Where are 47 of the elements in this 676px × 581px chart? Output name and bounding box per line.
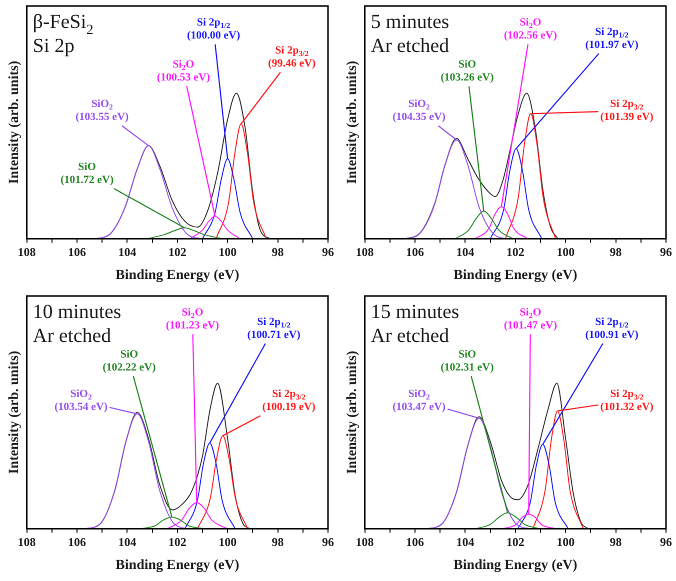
text: 5 minutes	[370, 11, 450, 33]
annotation: SiO (102.31 eV)	[440, 348, 494, 374]
x-tick-label: 106	[68, 535, 86, 550]
x-tick-label: 108	[356, 245, 374, 260]
x-tick-label: 100	[556, 245, 575, 260]
x-tick-label: 102	[168, 245, 186, 260]
annotation: SiO (102.22 eV)	[102, 348, 156, 374]
x-tick-label: 108	[356, 535, 374, 550]
y-axis-title: Intensity (arb. units)	[7, 60, 22, 184]
x-tick-label: 106	[68, 245, 86, 260]
text: Ar etched	[370, 35, 450, 57]
x-tick-label: 104	[456, 535, 474, 550]
x-axis-title: Binding Energy (eV)	[454, 268, 578, 284]
annotation: SiO (103.26 eV)	[440, 58, 494, 84]
y-axis-title: Intensity (arb. units)	[345, 350, 360, 474]
x-tick-label: 102	[168, 535, 186, 550]
x-tick-label: 96	[322, 245, 334, 260]
x-tick-label: 108	[18, 245, 36, 260]
x-tick-label: 96	[660, 245, 672, 260]
x-tick-label: 106	[406, 535, 424, 550]
x-tick-label: 104	[456, 245, 474, 260]
x-tick-label: 104	[118, 535, 136, 550]
y-axis-title: Intensity (arb. units)	[345, 60, 360, 184]
text: 10 minutes	[32, 301, 122, 323]
x-tick-label: 100	[218, 245, 237, 260]
x-tick-label: 106	[406, 245, 424, 260]
text: Si 2p	[32, 35, 74, 57]
x-tick-label: 108	[18, 535, 36, 550]
annotation: SiO (101.72 eV)	[60, 160, 114, 186]
x-tick-label: 104	[118, 245, 136, 260]
x-axis-title: Binding Energy (eV)	[116, 558, 240, 574]
x-tick-label: 98	[610, 245, 622, 260]
x-axis-title: Binding Energy (eV)	[116, 268, 240, 284]
x-tick-label: 100	[556, 535, 575, 550]
x-axis-title: Binding Energy (eV)	[454, 558, 578, 574]
x-tick-label: 98	[610, 535, 622, 550]
y-axis-title: Intensity (arb. units)	[7, 350, 22, 474]
x-tick-label: 98	[272, 535, 284, 550]
text: Ar etched	[370, 325, 450, 347]
text: Ar etched	[32, 325, 112, 347]
x-tick-label: 96	[660, 535, 672, 550]
x-tick-label: 102	[506, 535, 524, 550]
x-tick-label: 100	[218, 535, 237, 550]
x-tick-label: 96	[322, 535, 334, 550]
x-tick-label: 102	[506, 245, 524, 260]
text: 15 minutes	[370, 301, 460, 323]
x-tick-label: 98	[272, 245, 284, 260]
